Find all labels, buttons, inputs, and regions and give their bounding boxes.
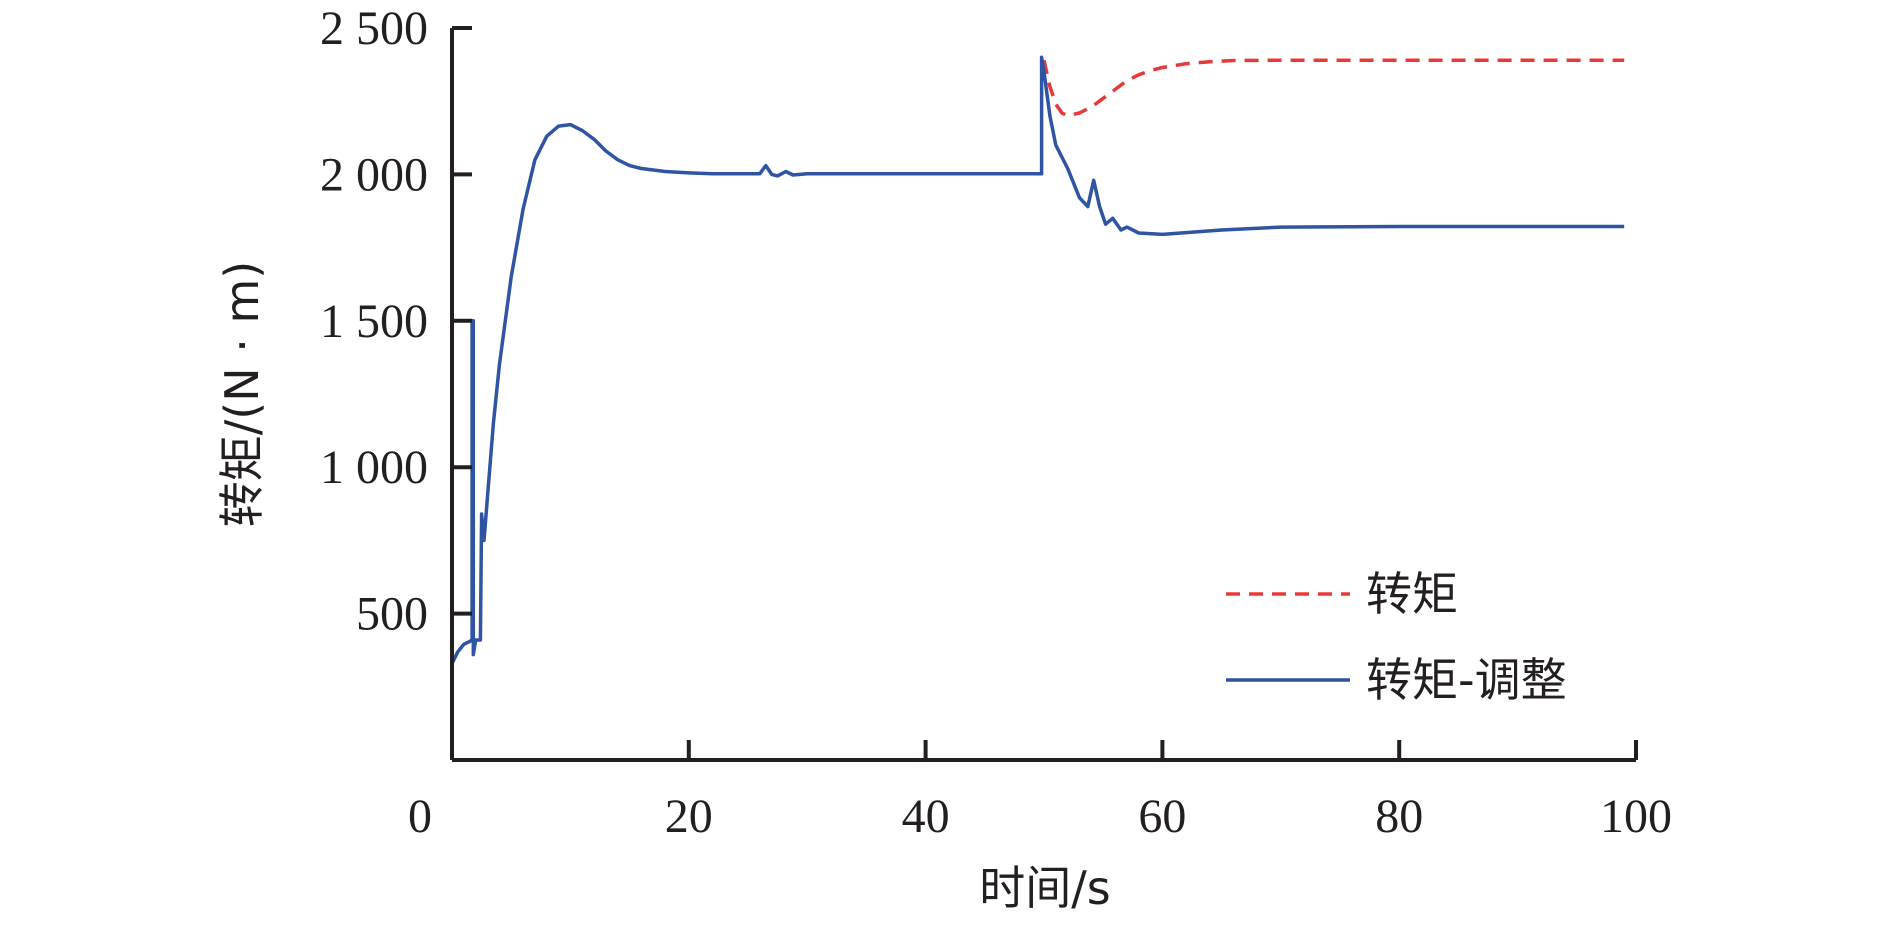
- y-axis-ticks: 500 1 000 1 500 2 000 2 500: [320, 2, 472, 641]
- legend-label-2: 转矩-调整: [1366, 653, 1567, 707]
- x-tick-label: 20: [665, 790, 713, 843]
- legend-label-1: 转矩: [1366, 567, 1458, 621]
- x-axis-ticks: 0 20 40 60 80 100: [408, 740, 1672, 843]
- x-axis-title: 时间/s: [979, 861, 1110, 915]
- x-tick-label: 40: [902, 790, 950, 843]
- y-tick-label: 1 500: [320, 295, 428, 348]
- x-tick-label: 60: [1138, 790, 1186, 843]
- y-tick-label: 2 500: [320, 2, 428, 55]
- y-tick-label: 500: [356, 588, 428, 641]
- x-tick-label: 0: [408, 790, 432, 843]
- x-tick-label: 100: [1600, 790, 1672, 843]
- y-axis-title: 转矩/(N · m): [215, 261, 269, 527]
- x-tick-label: 80: [1375, 790, 1423, 843]
- series-line-2: [450, 55, 1625, 665]
- y-tick-label: 1 000: [320, 441, 428, 494]
- series-line-1: [1042, 58, 1625, 118]
- y-tick-label: 2 000: [320, 148, 428, 201]
- plot-series: [450, 55, 1625, 665]
